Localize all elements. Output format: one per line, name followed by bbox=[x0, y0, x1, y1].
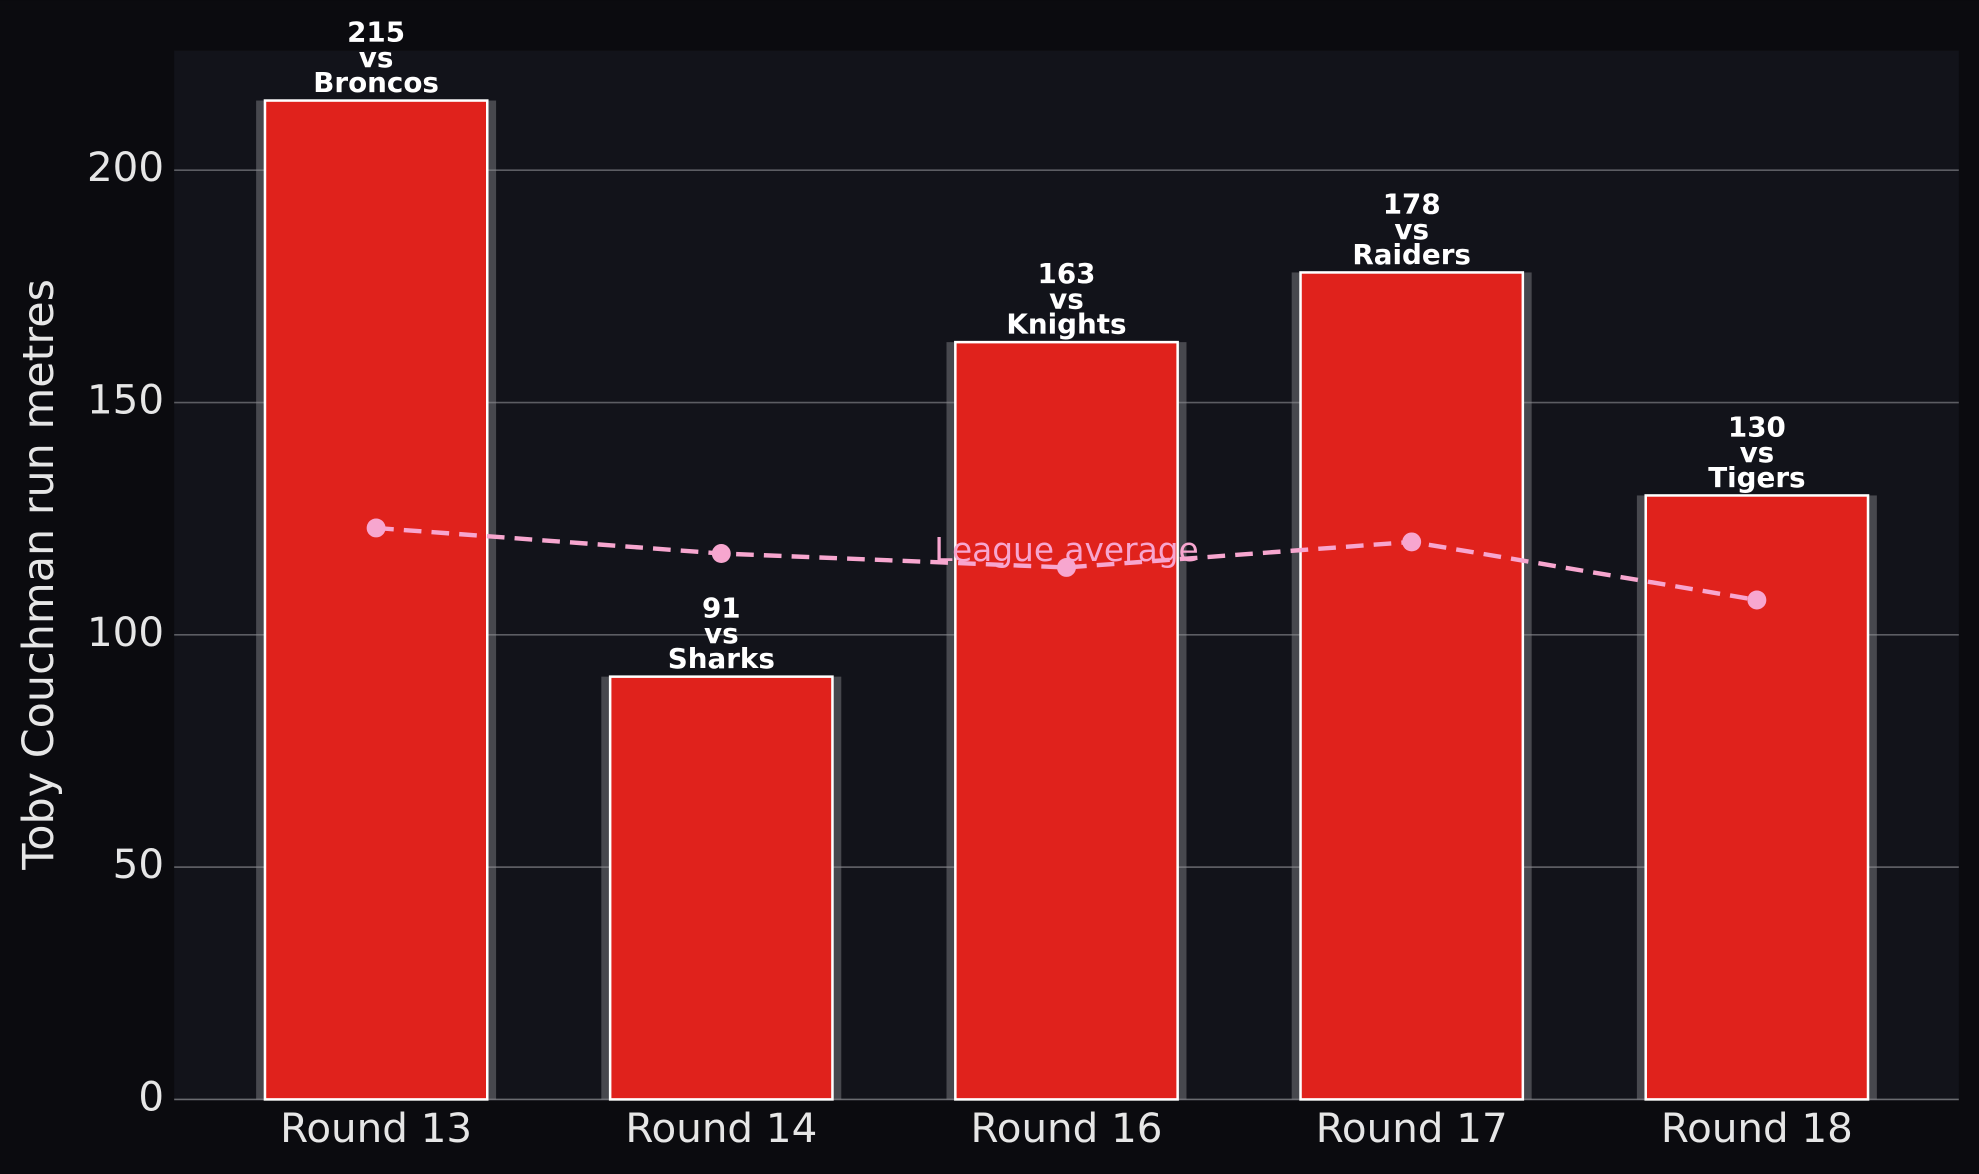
y-tick-label: 0 bbox=[138, 1073, 164, 1120]
line-label: League average bbox=[934, 531, 1198, 569]
line-point bbox=[711, 544, 731, 563]
line-point bbox=[1747, 590, 1767, 610]
bar bbox=[954, 340, 1179, 1101]
bar bbox=[608, 675, 834, 1101]
bar bbox=[263, 99, 489, 1101]
x-tick-label: Round 14 bbox=[625, 1105, 817, 1152]
value-label: 91 vs Sharks bbox=[668, 592, 775, 675]
value-label: 178 vs Raiders bbox=[1352, 188, 1471, 271]
y-tick-label: 100 bbox=[87, 609, 164, 656]
x-tick-label: Round 13 bbox=[280, 1105, 472, 1152]
line-point bbox=[1402, 532, 1422, 552]
value-label: 130 vs Tigers bbox=[1708, 411, 1805, 494]
bar bbox=[1299, 271, 1525, 1101]
value-label: 215 vs Broncos bbox=[313, 16, 439, 99]
y-axis-label: Toby Couchman run metres bbox=[14, 279, 64, 871]
y-tick-label: 50 bbox=[113, 841, 164, 888]
line-point bbox=[366, 518, 386, 538]
y-tick-label: 150 bbox=[87, 377, 164, 424]
line-point bbox=[1057, 557, 1076, 577]
x-tick-label: Round 16 bbox=[971, 1105, 1163, 1152]
x-tick-label: Round 17 bbox=[1316, 1105, 1508, 1152]
x-tick-label: Round 18 bbox=[1661, 1105, 1853, 1152]
line bbox=[375, 525, 1758, 603]
value-label: 163 vs Knights bbox=[1006, 257, 1126, 340]
y-tick-label: 200 bbox=[87, 144, 164, 191]
